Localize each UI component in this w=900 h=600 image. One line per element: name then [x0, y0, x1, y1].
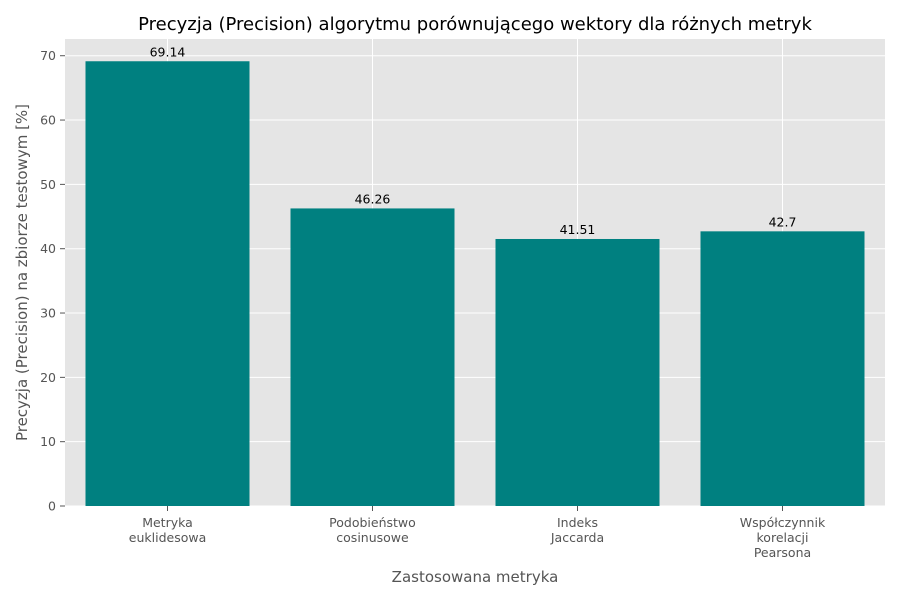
- x-axis-label: Zastosowana metryka: [392, 568, 559, 586]
- y-tick-label: 20: [40, 370, 56, 385]
- x-tick-label-line: Metryka: [142, 515, 193, 530]
- y-tick-label: 10: [40, 434, 56, 449]
- x-tick-label: Współczynnik korelacji Pearsona: [740, 515, 826, 560]
- x-tick-label: Podobieństwo cosinusowe: [329, 515, 416, 545]
- x-tick-label-line: cosinusowe: [336, 530, 409, 545]
- y-tick-label: 60: [40, 113, 56, 128]
- x-tick-label-line: euklidesowa: [129, 530, 206, 545]
- y-axis-ticks: 0 10 20 30 40 50 60 70: [40, 48, 65, 514]
- x-tick-label-line: korelacji: [757, 530, 809, 545]
- y-axis-label: Precyzja (Precision) na zbiorze testowym…: [13, 104, 31, 441]
- x-tick-label-line: Podobieństwo: [329, 515, 416, 530]
- bar-value-label: 69.14: [150, 44, 186, 59]
- x-tick-label-line: Pearsona: [754, 545, 811, 560]
- y-tick-label: 50: [40, 177, 56, 192]
- bar: [290, 208, 455, 506]
- y-tick-label: 30: [40, 306, 56, 321]
- x-tick-label: Indeks Jaccarda: [550, 515, 604, 545]
- y-tick-label: 0: [48, 499, 56, 514]
- bar-value-label: 46.26: [355, 191, 391, 206]
- bar: [700, 231, 865, 506]
- bar: [495, 238, 660, 506]
- bar-value-label: 41.51: [560, 222, 596, 237]
- x-tick-label-line: Współczynnik: [740, 515, 826, 530]
- bar: [85, 61, 250, 507]
- data-labels: 69.14 46.26 41.51 42.7: [150, 44, 797, 237]
- bar-value-label: 42.7: [769, 214, 797, 229]
- x-tick-label-line: Indeks: [557, 515, 598, 530]
- x-tick-label: Metryka euklidesowa: [129, 515, 206, 545]
- bars: [85, 61, 865, 507]
- y-tick-label: 40: [40, 241, 56, 256]
- x-axis-ticks: Metryka euklidesowa Podobieństwo cosinusowe…: [129, 506, 826, 560]
- chart-title: Precyzja (Precision) algorytmu porównują…: [138, 14, 812, 35]
- x-tick-label-line: Jaccarda: [550, 530, 604, 545]
- y-tick-label: 70: [40, 48, 56, 63]
